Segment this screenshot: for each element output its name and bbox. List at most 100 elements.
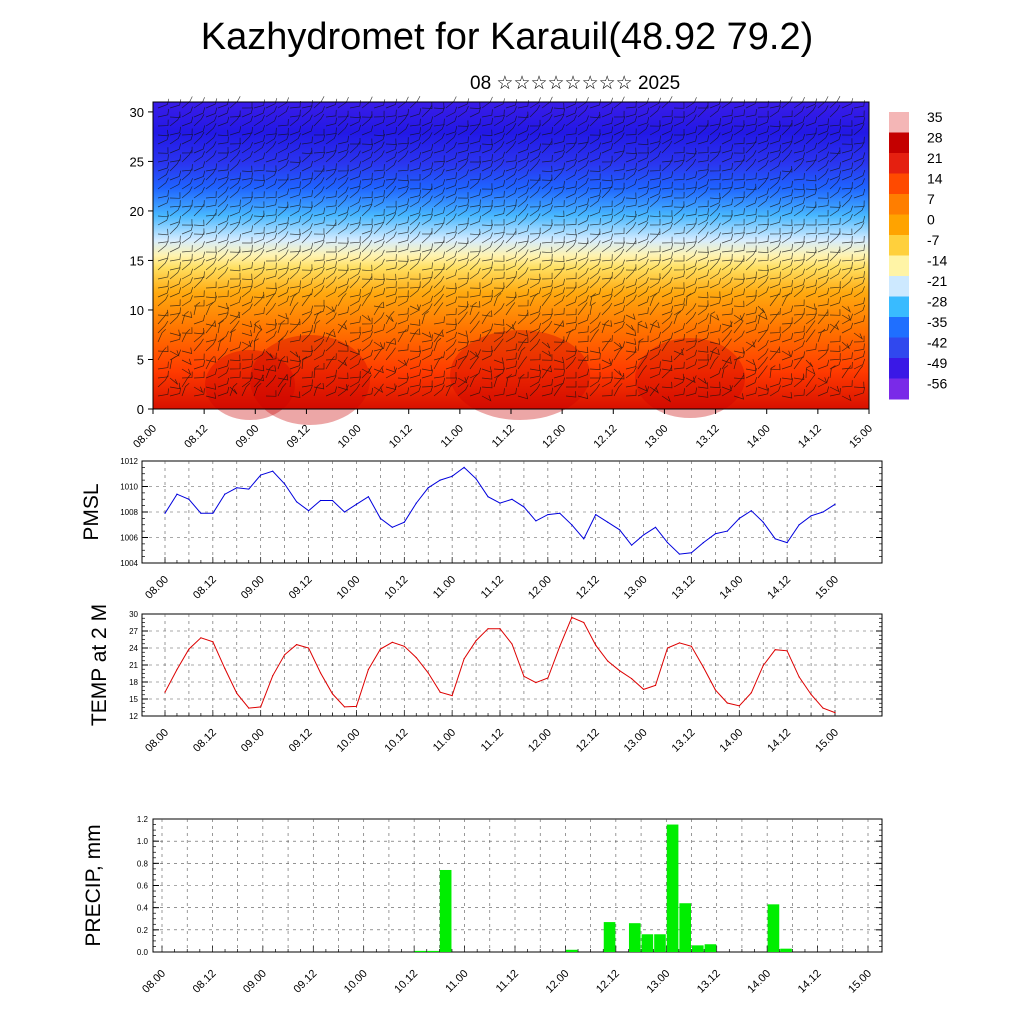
wind-barb	[577, 152, 590, 163]
precip-bar	[427, 950, 439, 952]
wind-barb	[433, 377, 446, 388]
wind-barb	[265, 208, 277, 217]
wind-barb	[853, 169, 866, 181]
wind-barb	[841, 287, 854, 298]
wind-barb	[349, 216, 361, 226]
wind-barb	[721, 307, 733, 316]
wind-barb	[253, 114, 265, 127]
wind-barb	[637, 233, 650, 244]
wind-barb	[157, 328, 166, 343]
wind-barb	[601, 160, 613, 172]
wind-barb	[169, 287, 182, 298]
wind-barb	[277, 119, 289, 127]
wind-barb	[553, 262, 565, 271]
precip-bar	[692, 945, 704, 952]
wind-barb	[661, 116, 674, 127]
wind-barb	[553, 278, 566, 289]
wind-barb	[769, 216, 782, 226]
wind-barb	[421, 102, 433, 109]
wind-barb	[241, 141, 253, 154]
wind-barb	[649, 105, 661, 118]
wind-barb	[721, 214, 733, 226]
wind-barb	[625, 147, 637, 154]
wind-barb	[277, 267, 289, 280]
wind-barb	[829, 323, 840, 331]
wind-barb	[637, 146, 649, 154]
wind-barb	[853, 335, 865, 343]
y-tick-label: 24	[129, 644, 138, 653]
wind-barb	[541, 286, 554, 298]
wind-barb	[625, 237, 637, 245]
wind-barb	[637, 97, 650, 109]
wind-barb	[769, 134, 782, 145]
data-point	[810, 515, 812, 517]
wind-barb	[517, 278, 530, 289]
wind-barb	[853, 117, 866, 127]
wind-barb	[469, 177, 481, 190]
wind-barb	[181, 186, 193, 199]
wind-barb	[469, 123, 481, 136]
data-point	[666, 542, 669, 544]
wind-barb	[637, 386, 650, 397]
wind-barb	[289, 142, 302, 154]
wind-barb	[637, 240, 649, 253]
wind-barb	[805, 259, 817, 271]
precip-bar	[641, 934, 654, 952]
data-point	[284, 483, 286, 485]
wind-barb	[433, 179, 446, 190]
wind-barb	[493, 367, 505, 379]
wind-barb	[313, 151, 326, 163]
data-point	[355, 705, 358, 707]
wind-barb	[817, 151, 830, 163]
wind-barb	[349, 180, 362, 190]
wind-barb	[589, 352, 601, 361]
wind-barb	[301, 242, 314, 253]
wind-barb	[757, 223, 770, 235]
wind-barb	[817, 253, 829, 262]
wind-barb	[193, 219, 205, 227]
wind-barb	[253, 307, 265, 316]
wind-barb	[529, 213, 541, 226]
wind-barb	[769, 333, 782, 343]
wind-barb	[757, 365, 768, 379]
wind-barb	[661, 366, 673, 379]
wind-barb	[529, 232, 541, 244]
wind-barb	[721, 384, 732, 392]
wind-barb	[181, 146, 193, 154]
wind-barb	[157, 258, 169, 271]
wind-barb	[217, 347, 229, 361]
wind-barb	[817, 260, 830, 271]
data-point	[547, 677, 549, 679]
wind-barb	[289, 132, 301, 145]
wind-barb	[769, 151, 782, 163]
wind-barb	[781, 259, 794, 271]
wind-barb	[469, 320, 480, 334]
wind-barb	[661, 321, 673, 334]
wind-barb	[385, 311, 395, 325]
wind-barb	[505, 169, 517, 181]
wind-barb	[553, 144, 566, 154]
wind-barb	[589, 189, 602, 199]
wind-barb	[229, 286, 242, 298]
wind-barb	[361, 293, 371, 307]
wind-barb	[685, 340, 698, 352]
wind-barb	[661, 199, 673, 208]
wind-barb	[181, 204, 193, 217]
wind-barb	[637, 138, 649, 146]
wind-barb	[529, 242, 542, 253]
wind-barb	[289, 199, 301, 208]
wind-barb	[277, 142, 290, 154]
wind-barb	[853, 297, 866, 307]
wind-barb	[721, 233, 734, 244]
wind-barb	[229, 199, 241, 208]
wind-barb	[613, 383, 623, 397]
wind-barb	[325, 132, 337, 145]
wind-barb	[613, 150, 625, 163]
wind-barb	[397, 142, 410, 154]
wind-barb	[157, 375, 169, 388]
wind-barb	[841, 138, 853, 145]
wind-barb	[193, 299, 205, 307]
wind-barb	[373, 341, 384, 349]
wind-barb	[385, 314, 394, 322]
wind-barb	[793, 152, 806, 163]
